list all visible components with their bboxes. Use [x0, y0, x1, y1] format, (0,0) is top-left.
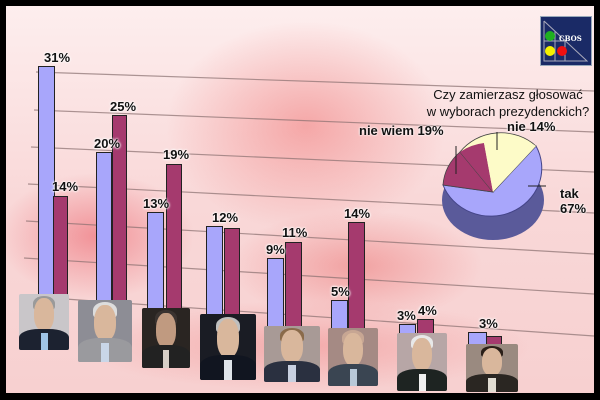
- pie-label-tak: tak 67%: [560, 186, 586, 216]
- bar-label: 14%: [344, 206, 371, 221]
- bar-label: 13%: [143, 196, 170, 211]
- bar-label: 12%: [212, 210, 239, 225]
- candidate-photo-7: [397, 333, 447, 391]
- pie-label-nie: nie 14%: [507, 119, 556, 134]
- logo-text: CBOS: [559, 34, 582, 43]
- candidate-photo-1: [19, 294, 69, 350]
- bar-label: 25%: [110, 99, 137, 114]
- pie-label-nie-wiem: nie wiem 19%: [359, 123, 444, 138]
- red-dot-icon: [557, 46, 567, 56]
- pie-label-tak-name: tak: [560, 186, 579, 201]
- bar-magenta-5: [285, 242, 302, 338]
- candidate-photo-6: [328, 328, 378, 386]
- chart-canvas: 31% 14% 20% 25% 13% 19% 12% 9% 11% 5% 14…: [6, 6, 594, 393]
- bar-label: 20%: [94, 136, 121, 151]
- candidate-photo-2: [78, 300, 132, 362]
- bar-label: 31%: [44, 50, 71, 65]
- pie-chart: [442, 132, 546, 240]
- pie-title-line2: w wyborach prezydenckich?: [426, 104, 590, 119]
- candidate-photo-8: [466, 344, 518, 392]
- bar-label: 11%: [282, 225, 308, 240]
- candidate-photo-3: [142, 308, 190, 368]
- bar-label: 19%: [163, 147, 190, 162]
- bar-label: 3%: [397, 308, 416, 323]
- bar-label: 14%: [52, 179, 79, 194]
- bar-blue-3: [147, 212, 164, 322]
- bar-blue-2: [96, 152, 112, 316]
- pie-label-tak-value: 67%: [560, 201, 587, 216]
- bar-label: 9%: [266, 242, 285, 257]
- green-dot-icon: [545, 31, 555, 41]
- cbos-logo: CBOS: [540, 16, 592, 66]
- pie-title: Czy zamierzasz głosować w wyborach prezy…: [418, 86, 594, 120]
- bar-magenta-3: [166, 164, 182, 322]
- bar-label: 3%: [479, 316, 498, 331]
- pie-title-line1: Czy zamierzasz głosować: [433, 87, 583, 102]
- bar-label: 5%: [331, 284, 350, 299]
- candidate-photo-4: [200, 314, 256, 380]
- yellow-dot-icon: [545, 46, 555, 56]
- bar-label: 4%: [418, 303, 437, 318]
- candidate-photo-5: [264, 326, 320, 382]
